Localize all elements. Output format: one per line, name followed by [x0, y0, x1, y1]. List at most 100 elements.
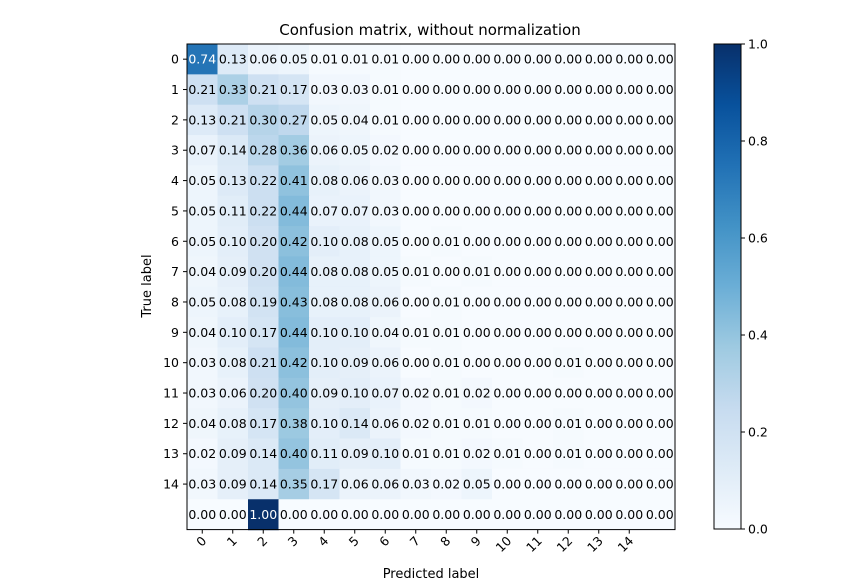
cell-value-label: 0.02: [371, 143, 399, 158]
heatmap-cell: [217, 408, 249, 440]
heatmap-cell: [431, 438, 463, 470]
heatmap-cell: [217, 226, 249, 258]
heatmap-cell: [461, 468, 493, 500]
heatmap-cell: [614, 256, 646, 288]
heatmap-cell: [644, 256, 676, 288]
heatmap-cell: [583, 135, 615, 166]
heatmap-cell: [187, 438, 219, 470]
cell-value-label: 0.03: [341, 82, 369, 97]
cell-value-label: 0.11: [219, 203, 247, 218]
cell-value-label: 0.01: [432, 416, 460, 431]
cell-value-label: 0.00: [402, 52, 430, 67]
heatmap-cell: [553, 499, 585, 531]
heatmap-cell: [614, 347, 646, 379]
heatmap-cell-labels: 0.74 0.13 0.06 0.05 0.01 0.01 0.01 0.00 0.00 0.00…: [188, 52, 673, 522]
cell-value-label: 0.17: [310, 477, 338, 492]
cell-value-label: 0.00: [432, 173, 460, 188]
heatmap-cell: [492, 256, 524, 288]
heatmap-cell: [553, 317, 585, 349]
cell-value-label: 0.01: [463, 264, 491, 279]
cell-value-label: 0.00: [493, 355, 521, 370]
heatmap-cell: [553, 226, 585, 258]
cell-value-label: 0.00: [554, 234, 582, 249]
heatmap-cell: [248, 468, 280, 500]
heatmap-cell: [309, 468, 341, 500]
cell-value-label: 0.03: [188, 355, 216, 370]
heatmap-cell: [492, 468, 524, 500]
chart-title: Confusion matrix, without normalization: [279, 21, 581, 39]
heatmap-cell: [553, 135, 585, 166]
cell-value-label: 0.00: [310, 507, 338, 522]
cell-value-label: 0.09: [310, 386, 338, 401]
cell-value-label: 0.00: [585, 416, 613, 431]
cell-value-label: 0.00: [493, 52, 521, 67]
cell-value-label: 0.00: [554, 477, 582, 492]
cell-value-label: 0.02: [188, 446, 216, 461]
heatmap-cell: [553, 438, 585, 470]
heatmap-cell: [309, 256, 341, 288]
heatmap-cell: [217, 347, 249, 379]
heatmap-cell: [370, 135, 402, 166]
cell-value-label: 0.10: [341, 386, 369, 401]
heatmap-cell: [400, 499, 432, 531]
heatmap-cell: [522, 104, 554, 136]
cell-value-label: 0.00: [493, 294, 521, 309]
heatmap-cell: [583, 286, 615, 318]
heatmap-cell: [522, 468, 554, 500]
cell-value-label: 0.01: [402, 446, 430, 461]
cell-value-label: 0.00: [493, 112, 521, 127]
cell-value-label: 0.01: [371, 82, 399, 97]
heatmap-cell: [248, 499, 280, 531]
heatmap-cell: [187, 74, 219, 106]
heatmap-cell: [309, 408, 341, 440]
y-tick-label: 1: [171, 82, 179, 97]
y-tick-label: 5: [171, 203, 179, 218]
heatmap-cell: [553, 377, 585, 409]
heatmap-cell: [187, 165, 219, 197]
cell-value-label: 0.06: [371, 355, 399, 370]
colorbar-tick-label: 0.2: [748, 425, 768, 440]
heatmap-cell: [492, 74, 524, 106]
heatmap-cell: [431, 195, 463, 227]
heatmap-cell: [187, 195, 219, 227]
cell-value-label: 0.00: [402, 112, 430, 127]
heatmap-cell: [431, 317, 463, 349]
cell-value-label: 0.00: [615, 82, 643, 97]
heatmap-cell: [248, 377, 280, 409]
heatmap-cell: [309, 165, 341, 197]
heatmap-cell: [339, 44, 371, 75]
heatmap-cell: [309, 135, 341, 166]
heatmap-cell: [248, 104, 280, 136]
cell-value-label: 0.13: [188, 112, 216, 127]
heatmap-cell: [431, 408, 463, 440]
heatmap-cell: [278, 165, 310, 197]
cell-value-label: 0.00: [615, 234, 643, 249]
cell-value-label: 0.00: [615, 507, 643, 522]
cell-value-label: 0.00: [493, 386, 521, 401]
heatmap-cell: [278, 438, 310, 470]
heatmap-cell: [278, 74, 310, 106]
cell-value-label: 0.00: [615, 112, 643, 127]
cell-value-label: 0.14: [249, 446, 277, 461]
heatmap-cell: [583, 165, 615, 197]
cell-value-label: 0.10: [310, 325, 338, 340]
heatmap-cell: [583, 256, 615, 288]
cell-value-label: 0.07: [310, 203, 338, 218]
cell-value-label: 0.04: [188, 264, 216, 279]
cell-value-label: 0.05: [280, 52, 308, 67]
heatmap-cell: [370, 286, 402, 318]
cell-value-label: 0.21: [249, 355, 277, 370]
cell-value-label: 0.03: [310, 82, 338, 97]
heatmap-cell: [553, 286, 585, 318]
heatmap-cell: [431, 499, 463, 531]
heatmap-cell: [461, 135, 493, 166]
cell-value-label: 0.00: [402, 355, 430, 370]
heatmap-cell: [217, 317, 249, 349]
colorbar-tick-label: 0.4: [748, 328, 768, 343]
cell-value-label: 0.10: [341, 325, 369, 340]
cell-value-label: 0.00: [524, 143, 552, 158]
cell-value-label: 0.00: [615, 386, 643, 401]
cell-value-label: 0.44: [280, 325, 308, 340]
cell-value-label: 0.00: [554, 264, 582, 279]
